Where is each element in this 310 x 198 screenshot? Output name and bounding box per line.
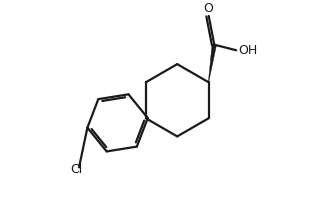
Text: Cl: Cl	[70, 163, 82, 176]
Polygon shape	[208, 44, 216, 82]
Text: O: O	[203, 2, 213, 15]
Polygon shape	[146, 116, 148, 120]
Text: OH: OH	[239, 44, 258, 57]
